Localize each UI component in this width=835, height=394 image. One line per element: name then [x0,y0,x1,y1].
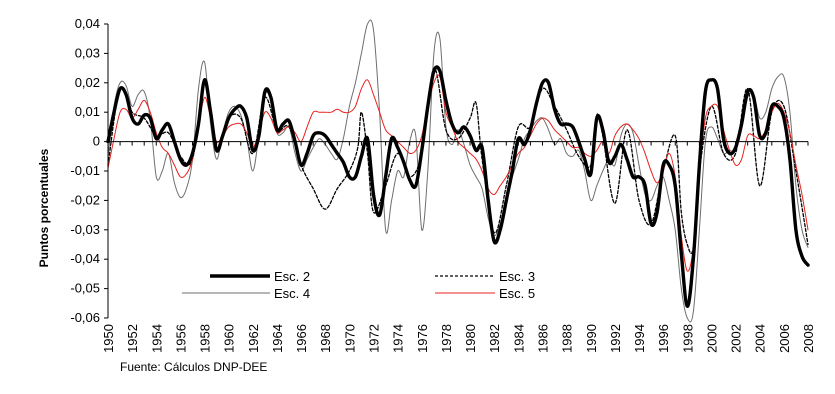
y-tick-label: 0,02 [75,75,100,90]
x-tick-label: 2008 [801,324,816,353]
x-tick-label: 1968 [318,324,333,353]
x-tick-label: 1982 [487,324,502,353]
x-tick-label: 1956 [173,324,188,353]
y-tick-label: -0,02 [70,192,100,207]
x-tick-label: 1984 [511,324,526,353]
y-tick-label: -0,06 [70,310,100,325]
legend: Esc. 2 Esc. 3 Esc. 4 Esc. 5 [182,269,535,301]
legend-label: Esc. 4 [274,286,310,301]
x-tick-label: 1962 [246,324,261,353]
legend-label: Esc. 5 [499,286,535,301]
x-tick-label: 1992 [608,324,623,353]
x-tick-label: 1978 [439,324,454,353]
source-note: Fuente: Cálculos DNP-DEE [120,360,268,374]
x-tick-label: 1990 [584,324,599,353]
y-tick-label: 0,03 [75,45,100,60]
x-tick-label: 1972 [367,324,382,353]
x-tick-label: 1960 [222,324,237,353]
y-tick-label: -0,05 [70,281,100,296]
y-tick-label: -0,04 [70,251,100,266]
x-tick-label: 1980 [463,324,478,353]
x-tick-label: 1964 [270,324,285,353]
x-tick-label: 1952 [125,324,140,353]
x-tick-label: 2000 [704,324,719,353]
y-tick-label: -0,03 [70,222,100,237]
x-tick-label: 1950 [101,324,116,353]
y-axis-label: Puntos porcentuales [37,148,51,267]
series-line-esc-3 [107,67,809,255]
x-tick-label: 2004 [753,324,768,353]
x-tick-label: 1998 [680,324,695,353]
x-tick-label: 1988 [560,324,575,353]
y-tick-label: 0 [93,134,100,149]
axes: 0,04 0,03 0,02 0,01 0 -0,01 -0,02 -0,03 -0,04 -0,… [70,16,816,353]
x-tick-label: 1976 [415,324,430,353]
x-tick-label: 1954 [149,324,164,353]
x-tick-label: 1986 [535,324,550,353]
x-tick-label: 1994 [632,324,647,353]
y-tick-label: -0,01 [70,163,100,178]
x-tick-label: 1970 [342,324,357,353]
x-tick-label: 1974 [391,324,406,353]
x-tick-label: 2002 [729,324,744,353]
legend-label: Esc. 2 [274,269,310,284]
legend-label: Esc. 3 [499,269,535,284]
series-line-esc-2 [106,65,810,308]
y-tick-label: 0,01 [75,104,100,119]
x-tick-label: 2006 [777,324,792,353]
x-tick-label: 1996 [656,324,671,353]
y-tick-label: 0,04 [75,16,100,31]
x-tick-label: 1966 [294,324,309,353]
x-tick-label: 1958 [198,324,213,353]
